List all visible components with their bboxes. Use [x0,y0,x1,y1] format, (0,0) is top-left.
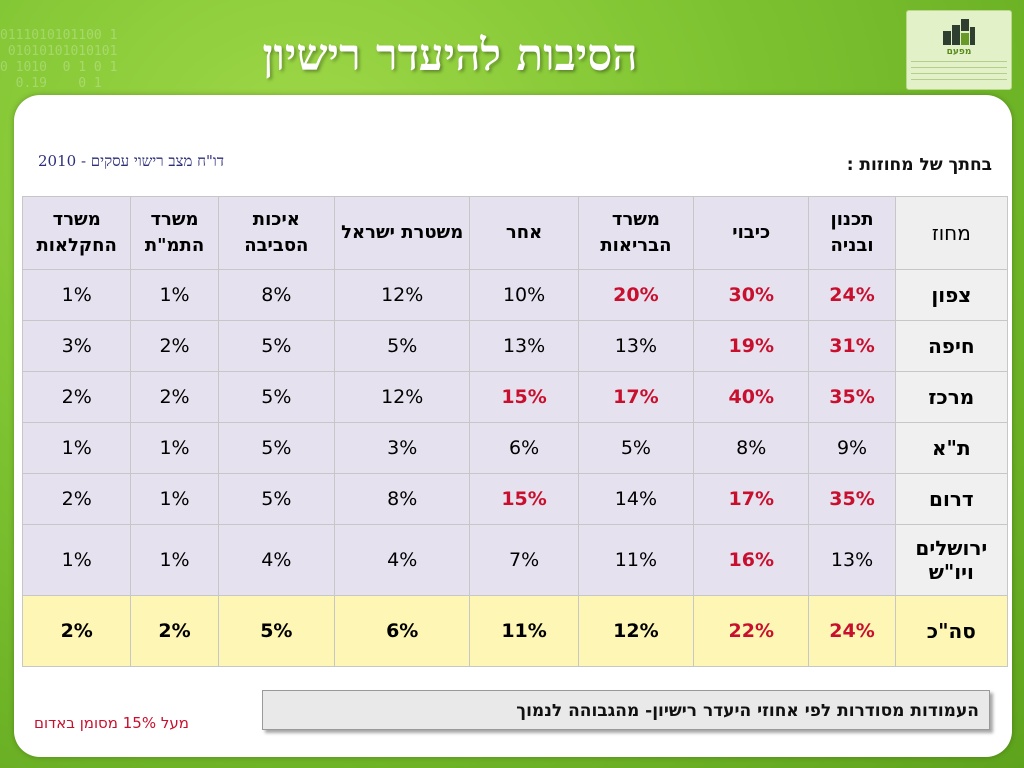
table-cell: 5% [577,422,695,474]
table-body: צפון 24% 30% 20% 10% 12% 8% 1% 1% חיפה 31% 19% 13% 13… [21,269,1009,667]
table-cell: 15% [469,473,579,525]
table-cell: 5% [217,320,336,372]
table-header-row: מחוז תכנון ובניה כיבוי משרד הבריאות אחר … [21,196,1009,270]
table-cell: 14% [577,473,695,525]
table-cell: 17% [693,473,810,525]
row-district-name: ירושלים ויו"ש [894,524,1009,596]
row-district-name: דרום [894,473,1009,525]
table-cell: 8% [693,422,810,474]
table-row: סה"כ 24% 22% 12% 11% 6% 5% 2% 2% [21,595,1009,667]
table-row: חיפה 31% 19% 13% 13% 5% 5% 2% 3% [21,320,1009,372]
header-industry: משרד התמ"ת [130,196,219,270]
table-cell: 13% [469,320,579,372]
table-cell: 11% [577,524,695,596]
table-cell: 1% [130,269,219,321]
table-cell: 10% [469,269,579,321]
districts-table: מחוז תכנון ובניה כיבוי משרד הבריאות אחר … [21,196,1009,667]
header-environment: איכות הסביבה [217,196,336,270]
row-district-name: מרכז [894,371,1009,423]
table-cell: 2% [21,595,132,667]
logo: מפעם [906,10,1012,90]
logo-mark-icon [943,19,975,45]
table-cell: 2% [21,473,132,525]
table-row: ירושלים ויו"ש 13% 16% 11% 7% 4% 4% 1% 1% [21,524,1009,596]
table-cell: 30% [693,269,810,321]
table-cell: 16% [693,524,810,596]
header-agriculture: משרד החקלאות [21,196,132,270]
slide-title: הסיבות להיעדר רישיון [262,30,638,81]
sort-note: העמודות מסודרות לפי אחוזי היעדר רישיון- … [262,690,990,730]
table-cell: 2% [130,371,219,423]
table-row: דרום 35% 17% 14% 15% 8% 5% 1% 2% [21,473,1009,525]
header-planning: תכנון ובניה [808,196,896,270]
table-cell: 1% [21,422,132,474]
table-cell: 8% [333,473,471,525]
binary-decoration: 0111010101100 1 01010101010101 0 1010 0 … [0,28,118,91]
table-cell: 35% [808,371,896,423]
table-cell: 20% [577,269,695,321]
table-cell: 13% [577,320,695,372]
table-cell: 15% [469,371,579,423]
table-cell: 31% [808,320,896,372]
table-cell: 13% [808,524,896,596]
table-row: ת"א 9% 8% 5% 6% 3% 5% 1% 1% [21,422,1009,474]
row-district-name: צפון [894,269,1009,321]
highlight-note: מעל 15% מסומן באדום [34,714,189,732]
table-cell: 1% [130,422,219,474]
table-cell: 8% [217,269,336,321]
section-label: בחתך של מחוזות : [846,155,992,175]
table-cell: 6% [333,595,471,667]
header-district: מחוז [894,196,1009,270]
table-cell: 2% [130,320,219,372]
logo-tagline [911,61,1007,83]
table-row: מרכז 35% 40% 17% 15% 12% 5% 2% 2% [21,371,1009,423]
table-cell: 24% [808,269,896,321]
logo-brand: מפעם [946,47,972,57]
row-district-name: ת"א [894,422,1009,474]
row-district-name: חיפה [894,320,1009,372]
table-cell: 1% [21,524,132,596]
table-cell: 5% [217,422,336,474]
table-cell: 2% [21,371,132,423]
table-cell: 35% [808,473,896,525]
table-cell: 12% [577,595,695,667]
table-cell: 17% [577,371,695,423]
table-cell: 9% [808,422,896,474]
row-district-name: סה"כ [894,595,1009,667]
table-cell: 5% [333,320,471,372]
table-cell: 5% [217,371,336,423]
table-cell: 5% [217,595,336,667]
table-cell: 7% [469,524,579,596]
table-cell: 5% [217,473,336,525]
table-cell: 3% [21,320,132,372]
table-cell: 6% [469,422,579,474]
table-cell: 4% [217,524,336,596]
table-cell: 4% [333,524,471,596]
table-cell: 11% [469,595,579,667]
table-cell: 2% [130,595,219,667]
table-cell: 1% [130,473,219,525]
table-cell: 3% [333,422,471,474]
table-cell: 24% [808,595,896,667]
table-cell: 1% [21,269,132,321]
report-title: דו"ח מצב רישוי עסקים - 2010 [38,152,224,170]
header-health: משרד הבריאות [577,196,695,270]
table-cell: 12% [333,269,471,321]
header-fire: כיבוי [693,196,810,270]
table-cell: 22% [693,595,810,667]
table-row: צפון 24% 30% 20% 10% 12% 8% 1% 1% [21,269,1009,321]
table-cell: 40% [693,371,810,423]
header-other: אחר [469,196,579,270]
table-cell: 12% [333,371,471,423]
header-police: משטרת ישראל [333,196,471,270]
table-cell: 1% [130,524,219,596]
table-cell: 19% [693,320,810,372]
